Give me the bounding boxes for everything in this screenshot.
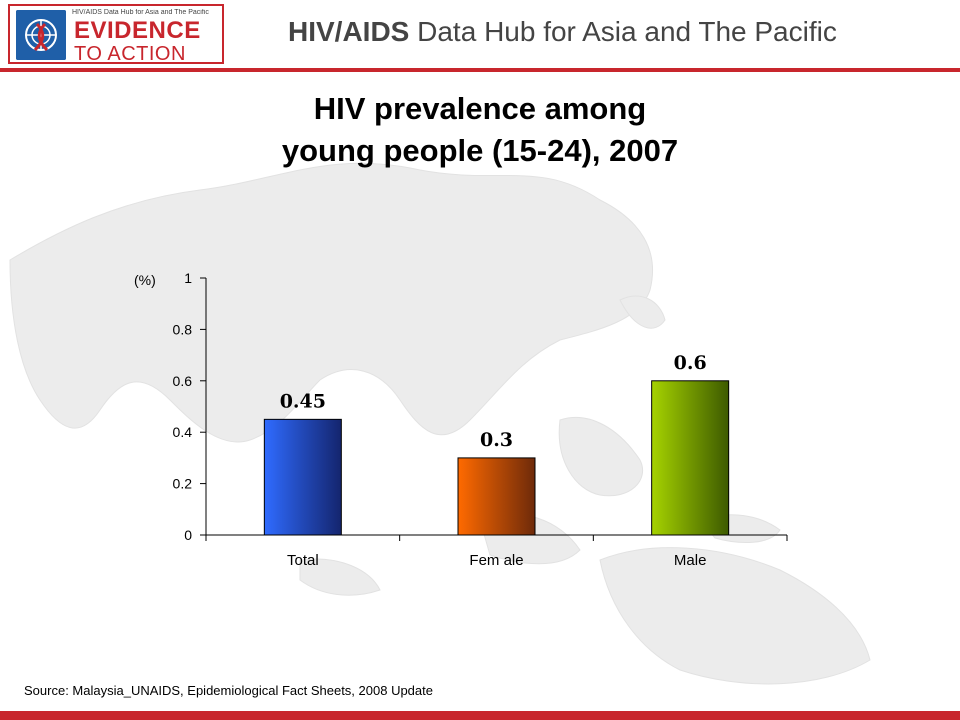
y-tick-label: 1 (184, 270, 192, 286)
x-tick-label: Total (287, 552, 319, 569)
bar-female (457, 457, 536, 536)
un-emblem-icon (16, 10, 66, 60)
y-tick-label: 0.6 (173, 373, 193, 389)
hub-title: HIV/AIDS Data Hub for Asia and The Pacif… (288, 16, 837, 48)
bar-total (263, 418, 342, 536)
y-tick-label: 0.4 (173, 424, 193, 440)
chart-title: HIV prevalence among young people (15-24… (180, 88, 780, 172)
data-label: 0.3 (480, 429, 513, 451)
bottom-accent-bar (0, 711, 960, 720)
source-note: Source: Malaysia_UNAIDS, Epidemiological… (24, 683, 433, 698)
data-label: 0.6 (674, 352, 707, 374)
x-tick-label: Male (674, 552, 707, 569)
header-banner: HIV/AIDS Data Hub for Asia and The Pacif… (0, 0, 960, 72)
y-tick-label: 0.8 (173, 321, 193, 337)
bar-male (651, 380, 730, 536)
evidence-to-action-logo: HIV/AIDS Data Hub for Asia and The Pacif… (8, 4, 224, 65)
y-tick-label: 0 (184, 527, 192, 543)
data-label: 0.45 (280, 390, 326, 412)
logo-caption: HIV/AIDS Data Hub for Asia and The Pacif… (72, 9, 209, 16)
hub-title-rest: Data Hub for Asia and The Pacific (409, 16, 837, 47)
x-tick-label: Fem ale (469, 552, 523, 569)
hub-title-bold: HIV/AIDS (288, 16, 410, 47)
y-tick-label: 0.2 (173, 476, 193, 492)
chart-title-line2: young people (15-24), 2007 (281, 133, 679, 168)
logo-to-action-text: TO ACTION (74, 43, 186, 65)
chart-title-line1: HIV prevalence among (313, 91, 647, 126)
y-axis-label: (%) (134, 272, 156, 288)
logo-evidence-text: EVIDENCE (74, 17, 201, 44)
